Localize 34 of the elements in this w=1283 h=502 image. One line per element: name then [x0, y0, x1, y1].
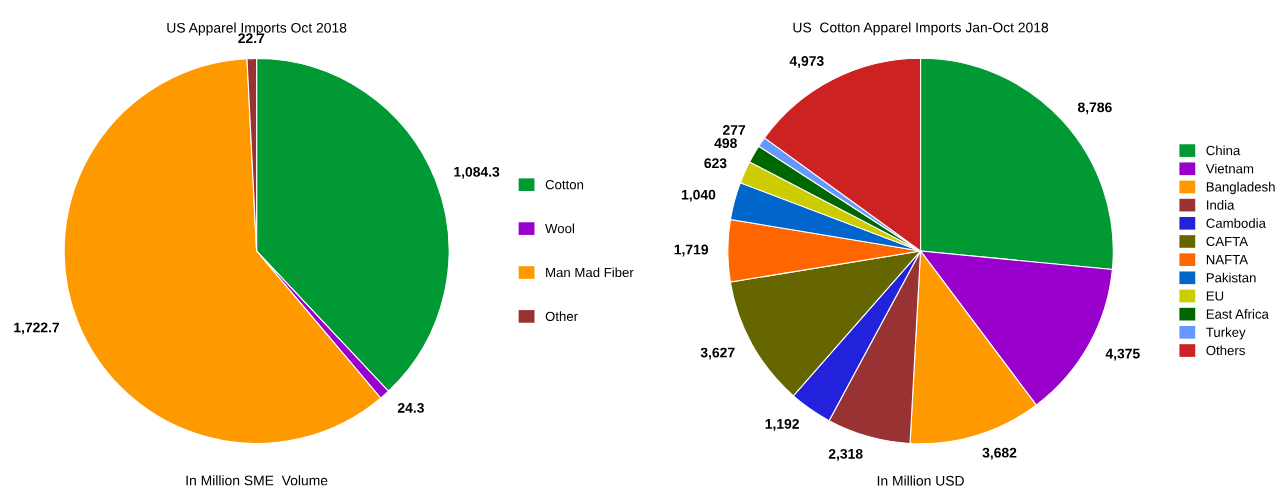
legend-label: Other	[545, 311, 578, 322]
legend-label: Bangladesh	[1206, 181, 1275, 195]
legend-label: Cambodia	[1206, 218, 1266, 228]
data-label: 1,040	[681, 189, 716, 202]
data-label: 4,973	[789, 56, 824, 68]
text: In Million USD	[877, 475, 964, 486]
legend-label: China	[1206, 145, 1241, 156]
data-label: 2,318	[828, 448, 863, 461]
legend-label: Wool	[545, 223, 574, 234]
data-label: 623	[704, 158, 727, 169]
legend-label: Others	[1206, 345, 1245, 356]
legend-label: NAFTA	[1206, 255, 1249, 265]
data-label: 1,722.7	[14, 322, 60, 335]
data-label: 1,084.3	[454, 166, 500, 179]
legend-label: East Africa	[1206, 309, 1269, 319]
legend-label: CAFTA	[1206, 236, 1249, 247]
data-label: 1,719	[674, 244, 709, 257]
legend-label: Pakistan	[1206, 272, 1256, 283]
data-label: 498	[714, 138, 737, 149]
legend-label: EU	[1206, 291, 1224, 301]
data-label: 3,682	[982, 447, 1017, 460]
data-label: 277	[722, 125, 746, 135]
legend-label: Man Mad Fiber	[546, 267, 634, 278]
data-label: 4,375	[1105, 348, 1140, 361]
data-label: 1,192	[765, 418, 799, 431]
data-label: 24.3	[397, 402, 424, 413]
legend-label: Turkey	[1206, 327, 1246, 340]
chart-title: US Cotton Apparel Imports Jan-Oct 2018	[793, 22, 1049, 36]
legend-label: India	[1207, 200, 1235, 210]
legend-label: Vietnam	[1205, 163, 1254, 174]
data-label: 3,627	[700, 347, 735, 360]
text: In Million SME Volume	[186, 475, 328, 486]
data-label: 8,786	[1077, 102, 1112, 115]
legend-label: Cotton	[545, 179, 584, 190]
